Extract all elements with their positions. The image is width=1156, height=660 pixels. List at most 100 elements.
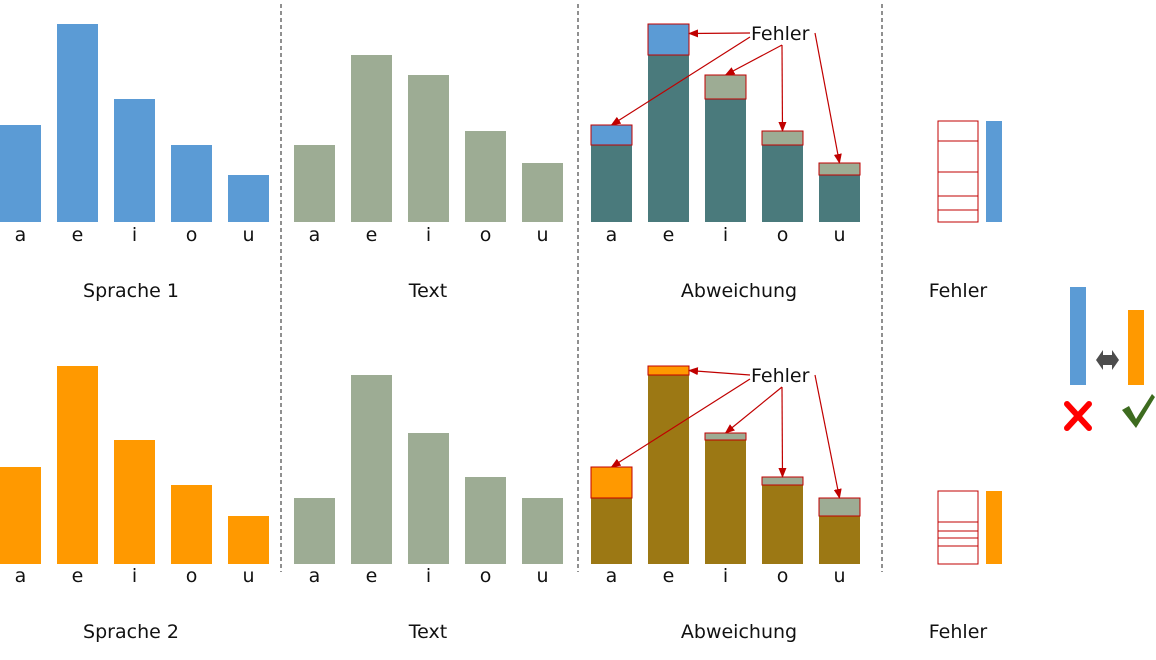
vowel-label-a: a (606, 224, 618, 246)
error-stack-cell-i (937, 171, 979, 197)
overlap-bar-u (819, 175, 860, 222)
error-stack-cell-a (937, 120, 979, 142)
cross-icon (1064, 401, 1092, 431)
vowel-label-i: i (426, 565, 431, 587)
diagram-row-1: a e i o u Sprache 1 a e i o u Text a e i o u Abweichung Fe… (0, 23, 1002, 302)
text-bar-e (351, 55, 392, 222)
error-stack-cell-u (937, 545, 979, 565)
error-stack-cell-u (937, 209, 979, 223)
error-total-bar (986, 491, 1002, 564)
vowel-label-o: o (186, 224, 198, 246)
text-bar-o (465, 477, 506, 564)
error-label: Fehler (929, 621, 988, 643)
vowel-label-u: u (833, 565, 845, 587)
language-bar-o (171, 485, 212, 564)
diagram-row-2: a e i o u Sprache 2 a e i o u Text a e i o u Abweichung Fe… (0, 365, 1002, 643)
cross-stroke-2 (1064, 401, 1092, 431)
vowel-label-a: a (15, 224, 27, 246)
error-stack-cell-e (937, 140, 979, 173)
vowel-label-u: u (536, 565, 548, 587)
error-callout-label: Fehler (751, 365, 810, 387)
vowel-label-e: e (366, 565, 378, 587)
vowel-label-i: i (723, 224, 728, 246)
vowel-label-i: i (426, 224, 431, 246)
language-panel: a e i o u Sprache 1 (0, 24, 269, 302)
error-total-bar (986, 121, 1002, 222)
language-bar-u (228, 175, 269, 222)
text-bar-i (408, 433, 449, 564)
diagram-rows: a e i o u Sprache 1 a e i o u Text a e i o u Abweichung Fe… (0, 23, 1002, 643)
error-segment-e (647, 365, 690, 376)
error-arrows (610, 29, 842, 164)
error-stack-cell-o (937, 537, 979, 547)
vowel-label-e: e (366, 224, 378, 246)
error-segment-i (704, 74, 747, 100)
vowel-label-i: i (132, 565, 137, 587)
vowel-label-o: o (777, 224, 789, 246)
vowel-label-o: o (480, 565, 492, 587)
error-arrows (610, 367, 842, 499)
text-panel: a e i o u Text (294, 55, 563, 302)
vowel-label-u: u (833, 224, 845, 246)
error-panel: Fehler (929, 490, 1002, 643)
language-bar-a (0, 125, 41, 222)
deviation-panel: a e i o u Abweichung Fehler (590, 23, 861, 302)
vowel-label-a: a (606, 565, 618, 587)
vowel-label-o: o (777, 565, 789, 587)
language-bar-i (114, 99, 155, 222)
overlap-bar-e (648, 55, 689, 222)
arrow-to-e (688, 367, 751, 376)
arrow-to-e (688, 29, 751, 38)
overlap-bar-u (819, 516, 860, 564)
text-bar-u (522, 163, 563, 222)
language-bar-e (57, 24, 98, 222)
error-segment-e (647, 23, 690, 56)
check-icon (1122, 394, 1155, 428)
text-bar-a (294, 498, 335, 564)
vowel-label-i: i (132, 224, 137, 246)
arrow-to-i (724, 386, 783, 434)
error-stack-cell-o (937, 195, 979, 211)
overlap-bar-a (591, 145, 632, 222)
arrow-to-o (778, 386, 787, 478)
error-label: Fehler (929, 280, 988, 302)
error-stack-cell-a (937, 490, 979, 523)
text-label: Text (408, 280, 447, 302)
text-bar-o (465, 131, 506, 222)
arrow-to-a (610, 378, 751, 468)
error-segment-o (761, 130, 804, 146)
error-callout-label: Fehler (751, 23, 810, 45)
language-bar-i (114, 440, 155, 564)
vowel-label-i: i (723, 565, 728, 587)
arrow-to-a (610, 36, 751, 126)
arrow-to-i (724, 44, 783, 76)
legend-bar-language-1 (1070, 287, 1086, 385)
arrow-to-u (814, 32, 842, 164)
language-bar-u (228, 516, 269, 564)
text-label: Text (408, 621, 447, 643)
error-panel: Fehler (929, 120, 1002, 302)
vowel-label-a: a (309, 565, 321, 587)
text-panel: a e i o u Text (294, 375, 563, 643)
arrow-to-u (814, 374, 842, 499)
text-bar-u (522, 498, 563, 564)
vowel-label-u: u (536, 224, 548, 246)
error-segment-a (590, 124, 633, 146)
error-segment-o (761, 476, 804, 486)
overlap-bar-o (762, 485, 803, 564)
language-bar-e (57, 366, 98, 564)
language-label: Sprache 2 (83, 621, 179, 643)
compare-arrow-icon (1096, 350, 1119, 370)
language-panel: a e i o u Sprache 2 (0, 366, 269, 643)
error-segment-a (590, 466, 633, 499)
vowel-label-e: e (663, 224, 675, 246)
overlap-bar-a (591, 498, 632, 564)
vowel-label-o: o (480, 224, 492, 246)
error-segment-u (818, 162, 861, 176)
text-bar-e (351, 375, 392, 564)
overlap-bar-i (705, 99, 746, 222)
language-bar-o (171, 145, 212, 222)
language-label: Sprache 1 (83, 280, 179, 302)
deviation-label: Abweichung (681, 621, 797, 643)
